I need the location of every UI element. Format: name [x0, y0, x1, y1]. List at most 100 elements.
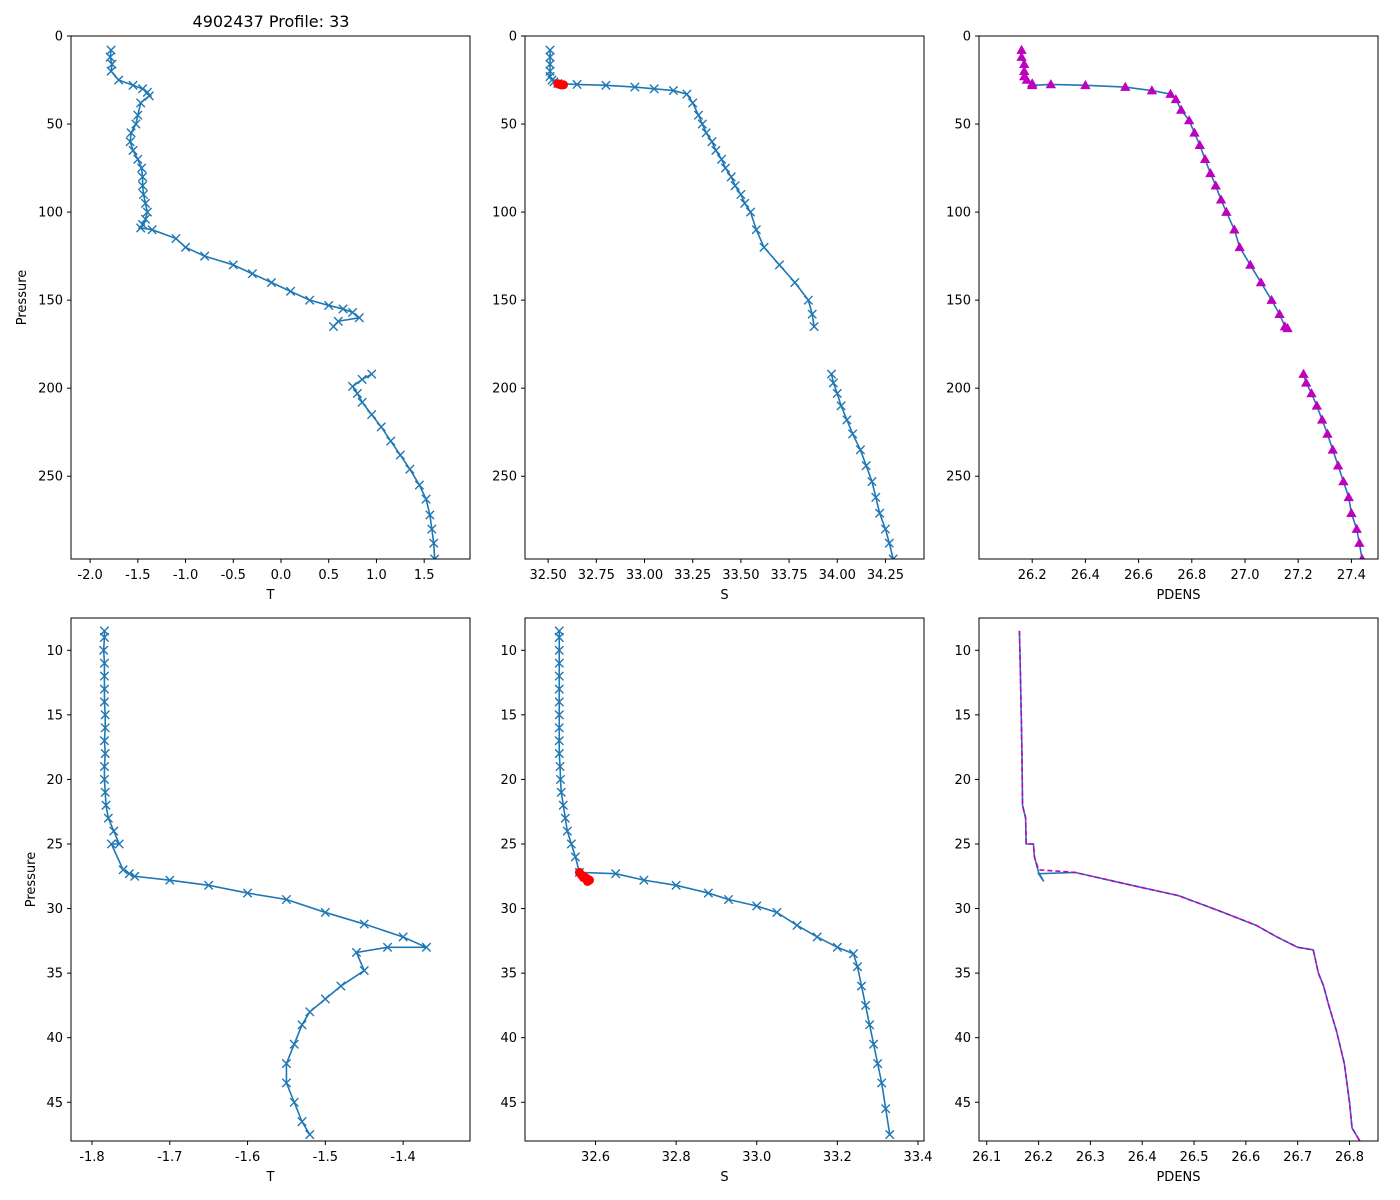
data-point [1266, 294, 1277, 304]
y-tick-label: 0 [963, 30, 971, 45]
data-point [386, 436, 396, 446]
x-tick-label: 34.25 [867, 568, 904, 583]
y-axis-label: Pressure [24, 852, 39, 908]
data-point [1080, 80, 1091, 90]
data-point [289, 1097, 299, 1107]
data-point [826, 369, 837, 379]
data-point [138, 189, 149, 200]
data-point [1316, 414, 1328, 424]
data-point [1146, 85, 1158, 95]
data-point [395, 450, 406, 460]
data-point [100, 787, 110, 798]
data-point [1300, 377, 1312, 387]
data-point [1245, 259, 1256, 269]
y-tick-label: 50 [46, 118, 63, 133]
panel-top-middle: 32.50 32.75 33.00 33.25 33.50 33.75 34.00 34.25… [492, 30, 925, 603]
data-point [774, 260, 785, 270]
y-tick-label: 250 [492, 470, 517, 485]
data-point [720, 163, 731, 173]
x-tick-label: 26.7 [1283, 1150, 1312, 1165]
data-point [688, 98, 698, 108]
data-point [703, 888, 714, 898]
data-point [180, 242, 191, 253]
x-tick-label: 33.0 [742, 1150, 771, 1165]
data-point [745, 207, 756, 217]
data-point [128, 80, 138, 91]
y-tick-label: 250 [946, 470, 971, 485]
data-point [106, 66, 116, 76]
data-point [99, 697, 110, 707]
x-tick-label: -0.5 [221, 568, 246, 583]
plot-area-bottom-middle [554, 626, 895, 1140]
data-point [832, 942, 843, 952]
data-point [855, 445, 866, 455]
data-point [99, 658, 110, 668]
y-tick-label: 0 [55, 30, 63, 45]
x-axis-label: PDENS [1156, 1170, 1200, 1185]
data-point [106, 839, 117, 849]
data-point [281, 1078, 292, 1088]
plot-area-bottom-right [1018, 630, 1361, 1141]
y-tick-label: 50 [954, 118, 971, 133]
y-tick-label: 10 [46, 644, 63, 659]
y-tick-label: 40 [500, 1031, 517, 1046]
x-tick-label: 26.1 [972, 1150, 1001, 1165]
y-tick-label: 100 [946, 206, 971, 221]
data-point [649, 84, 659, 94]
y-tick-label: 45 [954, 1096, 971, 1111]
data-point [874, 508, 885, 518]
data-point [1175, 104, 1187, 114]
x-tick-label: 27.2 [1284, 568, 1313, 583]
axes-frame [978, 35, 1379, 560]
data-point [558, 800, 568, 810]
data-point [414, 480, 425, 490]
x-tick-label: 33.75 [770, 568, 807, 583]
data-point [320, 994, 331, 1004]
x-tick-label: 33.25 [674, 568, 711, 583]
data-point [884, 538, 894, 548]
data-point [99, 671, 110, 681]
data-point [1045, 79, 1057, 89]
data-point [716, 154, 727, 164]
data-point [99, 735, 110, 746]
data-point [1234, 242, 1245, 252]
data-point [693, 110, 704, 120]
data-point [554, 748, 564, 759]
plot-area-bottom-left [98, 626, 432, 1140]
data-point [305, 1129, 315, 1140]
data-point [1351, 523, 1362, 533]
y-tick-label: 50 [500, 118, 517, 133]
y-tick-label: 30 [954, 902, 971, 917]
data-point [366, 369, 377, 379]
data-point [135, 223, 146, 233]
data-point [1274, 308, 1285, 319]
data-point [357, 397, 367, 407]
x-tick-label: -1.7 [157, 1150, 182, 1165]
data-point [382, 942, 393, 952]
data-point [124, 868, 135, 879]
x-tick-label: -1.4 [390, 1150, 415, 1165]
data-point [630, 82, 640, 92]
data-point [328, 321, 339, 332]
data-point [1346, 507, 1357, 517]
data-point [560, 813, 570, 823]
data-point [1282, 323, 1293, 333]
y-tick-label: 40 [46, 1031, 63, 1046]
x-tick-label: -2.0 [77, 568, 102, 583]
y-tick-label: 35 [46, 967, 63, 982]
data-point [165, 875, 175, 885]
y-tick-label: 150 [946, 294, 971, 309]
data-point [554, 645, 564, 655]
data-point [285, 286, 296, 297]
data-point [289, 1039, 299, 1049]
data-point [352, 388, 363, 399]
y-tick-label: 35 [954, 967, 971, 982]
data-point [1327, 444, 1338, 454]
data-point [707, 136, 717, 147]
y-tick-label: 10 [954, 644, 971, 659]
data-point [359, 965, 369, 976]
data-point [1016, 51, 1027, 61]
axes-frame [524, 617, 925, 1142]
data-point [228, 260, 238, 270]
plot-area-top-left [105, 45, 440, 559]
